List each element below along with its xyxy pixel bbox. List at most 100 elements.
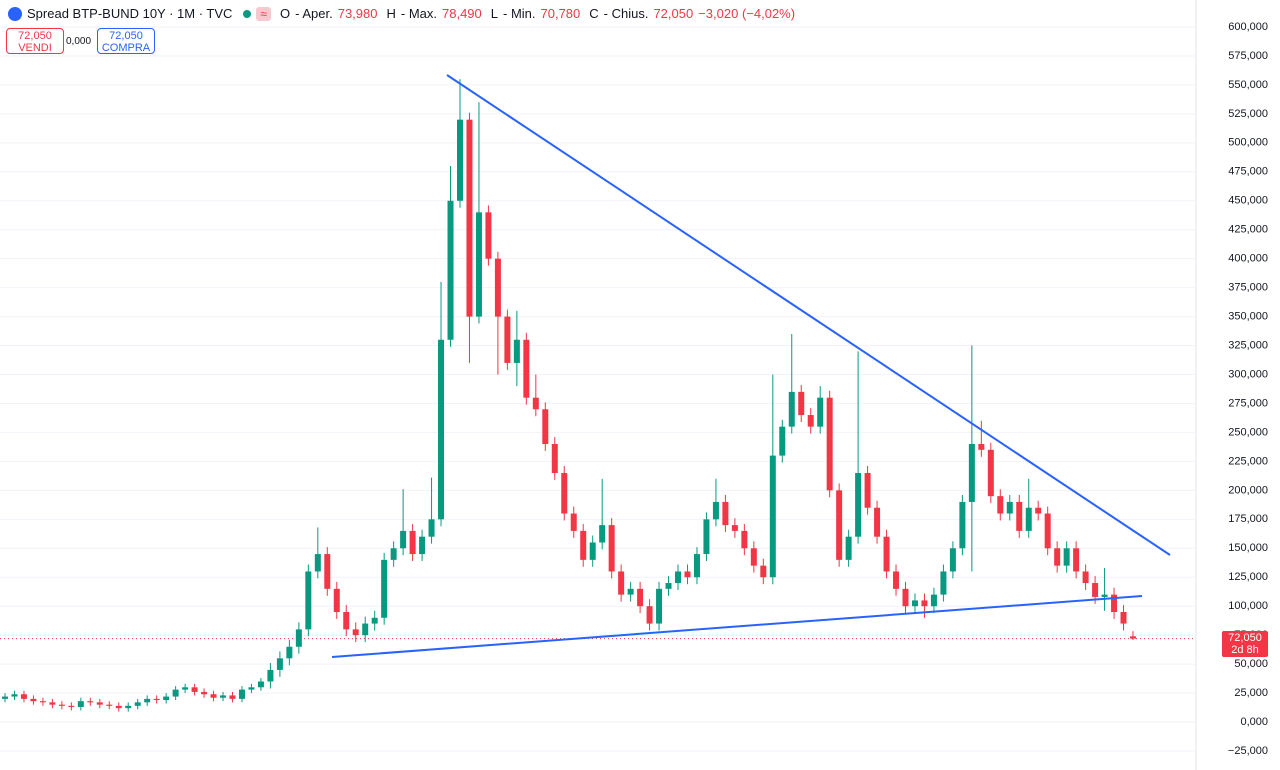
sell-button[interactable]: 72,050 VENDI xyxy=(6,28,64,54)
ohlc-text: - Chius. xyxy=(603,6,649,21)
candle-body xyxy=(788,391,795,427)
y-tick-label: 350,000 xyxy=(1228,311,1268,323)
ohlc-value: 70,780 xyxy=(540,6,581,21)
candle-body xyxy=(750,548,757,566)
candle-body xyxy=(362,623,369,636)
candle-body xyxy=(333,588,340,612)
ohlc-key: O xyxy=(280,6,291,21)
candle-body xyxy=(352,629,359,636)
candle-body xyxy=(513,339,520,363)
candle-body xyxy=(722,501,729,526)
candle-body xyxy=(997,496,1004,514)
y-tick-label: 425,000 xyxy=(1228,224,1268,236)
candle-body xyxy=(87,701,94,703)
candle-body xyxy=(864,472,871,508)
candle-body xyxy=(836,490,843,560)
candle-body xyxy=(978,444,985,450)
candle-body xyxy=(949,548,956,572)
candle-body xyxy=(68,705,75,707)
countdown: 2d 8h xyxy=(1231,643,1259,656)
y-tick-label: 50,000 xyxy=(1234,658,1268,670)
candle-body xyxy=(826,397,833,491)
y-tick-label: 325,000 xyxy=(1228,339,1268,351)
candle-body xyxy=(798,391,805,416)
ohlc-key: L xyxy=(490,6,498,21)
candle-body xyxy=(20,694,27,699)
candle-body xyxy=(1006,501,1013,514)
candle-body xyxy=(968,444,975,502)
ohlc-text: - Max. xyxy=(400,6,437,21)
candle-body xyxy=(959,501,966,549)
y-tick-label: 300,000 xyxy=(1228,368,1268,380)
candle-body xyxy=(96,702,103,705)
ohlc-value: 72,050 xyxy=(653,6,694,21)
y-tick-label: 550,000 xyxy=(1228,79,1268,91)
candle-body xyxy=(267,669,274,682)
candle-body xyxy=(1092,583,1099,597)
candle-body xyxy=(637,588,644,607)
candle-body xyxy=(731,525,738,531)
candle-body xyxy=(400,530,407,549)
candle-body xyxy=(551,444,558,473)
candle-body xyxy=(1130,636,1136,639)
badge[interactable]: ≈ xyxy=(256,6,272,21)
candle-body xyxy=(134,702,141,706)
candle-body xyxy=(390,548,397,560)
candle-body xyxy=(238,689,245,699)
sell-price: 72,050 xyxy=(18,30,52,42)
candle-body xyxy=(191,687,198,692)
candle-body xyxy=(893,571,900,589)
candle-body xyxy=(201,691,208,695)
candle-body xyxy=(656,588,663,624)
candle-body xyxy=(779,426,786,456)
candle-body xyxy=(523,339,530,398)
candle-body xyxy=(106,704,113,706)
candle-body xyxy=(769,455,776,578)
y-tick-label: 275,000 xyxy=(1228,397,1268,409)
candle-body xyxy=(599,525,606,543)
y-tick-label: 450,000 xyxy=(1228,195,1268,207)
candle-body xyxy=(930,594,937,607)
y-tick-label: 500,000 xyxy=(1228,137,1268,149)
buy-label: COMPRA xyxy=(101,42,151,54)
candle-body xyxy=(466,119,473,317)
candle-body xyxy=(1063,548,1070,566)
sell-label: VENDI xyxy=(18,42,52,54)
candle-body xyxy=(987,449,994,497)
candle-body xyxy=(58,704,65,706)
y-tick-label: 175,000 xyxy=(1228,513,1268,525)
candle-body xyxy=(693,554,700,578)
candle-body xyxy=(324,554,331,589)
candle-body xyxy=(532,397,539,410)
candle-body xyxy=(77,701,84,707)
candle-body xyxy=(409,530,416,555)
y-tick-label: 125,000 xyxy=(1228,571,1268,583)
candle-body xyxy=(2,696,8,699)
y-tick-label: 100,000 xyxy=(1228,600,1268,612)
last-price: 72,050 xyxy=(1228,631,1262,644)
candle-body xyxy=(921,600,928,607)
spread: 0,000 xyxy=(66,36,92,47)
candle-body xyxy=(11,694,18,697)
buy-price: 72,050 xyxy=(109,30,143,42)
candle-body xyxy=(1016,501,1023,531)
candle-body xyxy=(542,409,549,445)
candle-body xyxy=(494,258,501,317)
candle-body xyxy=(504,316,511,363)
candle-body xyxy=(940,571,947,595)
buy-button[interactable]: 72,050 COMPRA xyxy=(97,28,155,54)
change: −3,020 (−4,02%) xyxy=(698,6,796,21)
symbol[interactable]: Spread BTP-BUND 10Y · 1M · TVC xyxy=(27,6,233,21)
candle-body xyxy=(257,681,264,688)
candle-body xyxy=(115,705,122,709)
candle-body xyxy=(902,588,909,607)
candle-body xyxy=(712,501,719,520)
symbol-icon xyxy=(8,6,22,21)
y-tick-label: 200,000 xyxy=(1228,484,1268,496)
trend-line xyxy=(446,74,1171,556)
candle-body xyxy=(665,583,672,589)
ohlc-text: - Aper. xyxy=(295,6,333,21)
candle-body xyxy=(1073,548,1080,572)
